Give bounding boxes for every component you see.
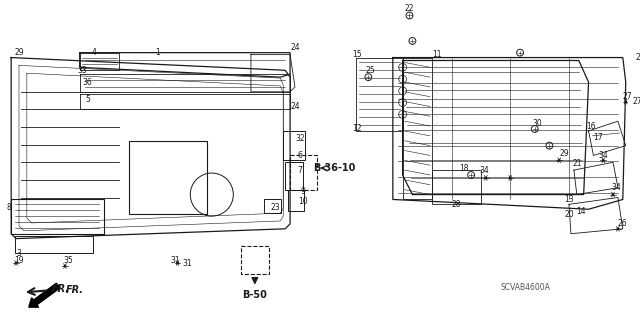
Text: 34: 34 xyxy=(611,183,621,192)
Text: 7: 7 xyxy=(298,166,302,174)
Text: 12: 12 xyxy=(352,124,362,133)
Circle shape xyxy=(612,193,614,196)
Text: FR.: FR. xyxy=(66,286,84,295)
Circle shape xyxy=(509,176,511,179)
Text: 27: 27 xyxy=(623,92,632,101)
Text: SCVAB4600A: SCVAB4600A xyxy=(500,283,550,292)
Text: 25: 25 xyxy=(365,66,375,75)
Text: 8: 8 xyxy=(7,203,12,212)
Text: 29: 29 xyxy=(559,149,569,158)
Text: 6: 6 xyxy=(298,151,302,160)
Text: 3: 3 xyxy=(17,249,22,258)
Text: 36: 36 xyxy=(83,78,92,86)
Text: 15: 15 xyxy=(352,50,362,59)
Circle shape xyxy=(625,100,627,103)
Text: 16: 16 xyxy=(587,122,596,130)
Text: 20: 20 xyxy=(564,210,574,219)
Text: 35: 35 xyxy=(63,256,73,265)
Text: 5: 5 xyxy=(85,95,90,104)
Text: 4: 4 xyxy=(92,48,97,57)
Text: 11: 11 xyxy=(432,50,442,59)
Text: 34: 34 xyxy=(479,166,489,174)
Circle shape xyxy=(616,227,620,230)
Text: 17: 17 xyxy=(593,133,603,142)
Text: 34: 34 xyxy=(598,151,608,160)
Text: 24: 24 xyxy=(290,102,300,111)
Text: 19: 19 xyxy=(14,256,24,265)
Circle shape xyxy=(176,262,179,264)
Text: 13: 13 xyxy=(564,195,574,204)
Text: 2: 2 xyxy=(635,53,640,62)
Text: 22: 22 xyxy=(404,4,414,13)
Circle shape xyxy=(63,265,67,267)
Text: 24: 24 xyxy=(290,43,300,52)
Text: 21: 21 xyxy=(572,159,582,168)
Circle shape xyxy=(484,176,487,179)
Text: 27: 27 xyxy=(633,97,640,106)
Text: 28: 28 xyxy=(452,200,461,209)
Text: 31: 31 xyxy=(171,256,180,265)
Text: B-50: B-50 xyxy=(243,290,268,300)
FancyArrow shape xyxy=(29,283,60,307)
Text: 29: 29 xyxy=(14,48,24,57)
Text: B-36-10: B-36-10 xyxy=(313,163,355,173)
Text: 9: 9 xyxy=(300,187,305,196)
Circle shape xyxy=(558,159,561,162)
Text: 33: 33 xyxy=(77,66,88,75)
Text: 32: 32 xyxy=(295,134,305,143)
Text: 26: 26 xyxy=(617,219,627,228)
Text: 14: 14 xyxy=(576,207,586,216)
Circle shape xyxy=(602,159,605,162)
Text: 1: 1 xyxy=(156,48,161,57)
Text: 30: 30 xyxy=(532,119,543,128)
Text: 10: 10 xyxy=(298,197,308,206)
Text: 31: 31 xyxy=(182,259,192,268)
Text: 23: 23 xyxy=(271,203,280,212)
Circle shape xyxy=(15,262,17,264)
Text: FR.: FR. xyxy=(28,285,70,295)
Text: 18: 18 xyxy=(460,164,469,173)
